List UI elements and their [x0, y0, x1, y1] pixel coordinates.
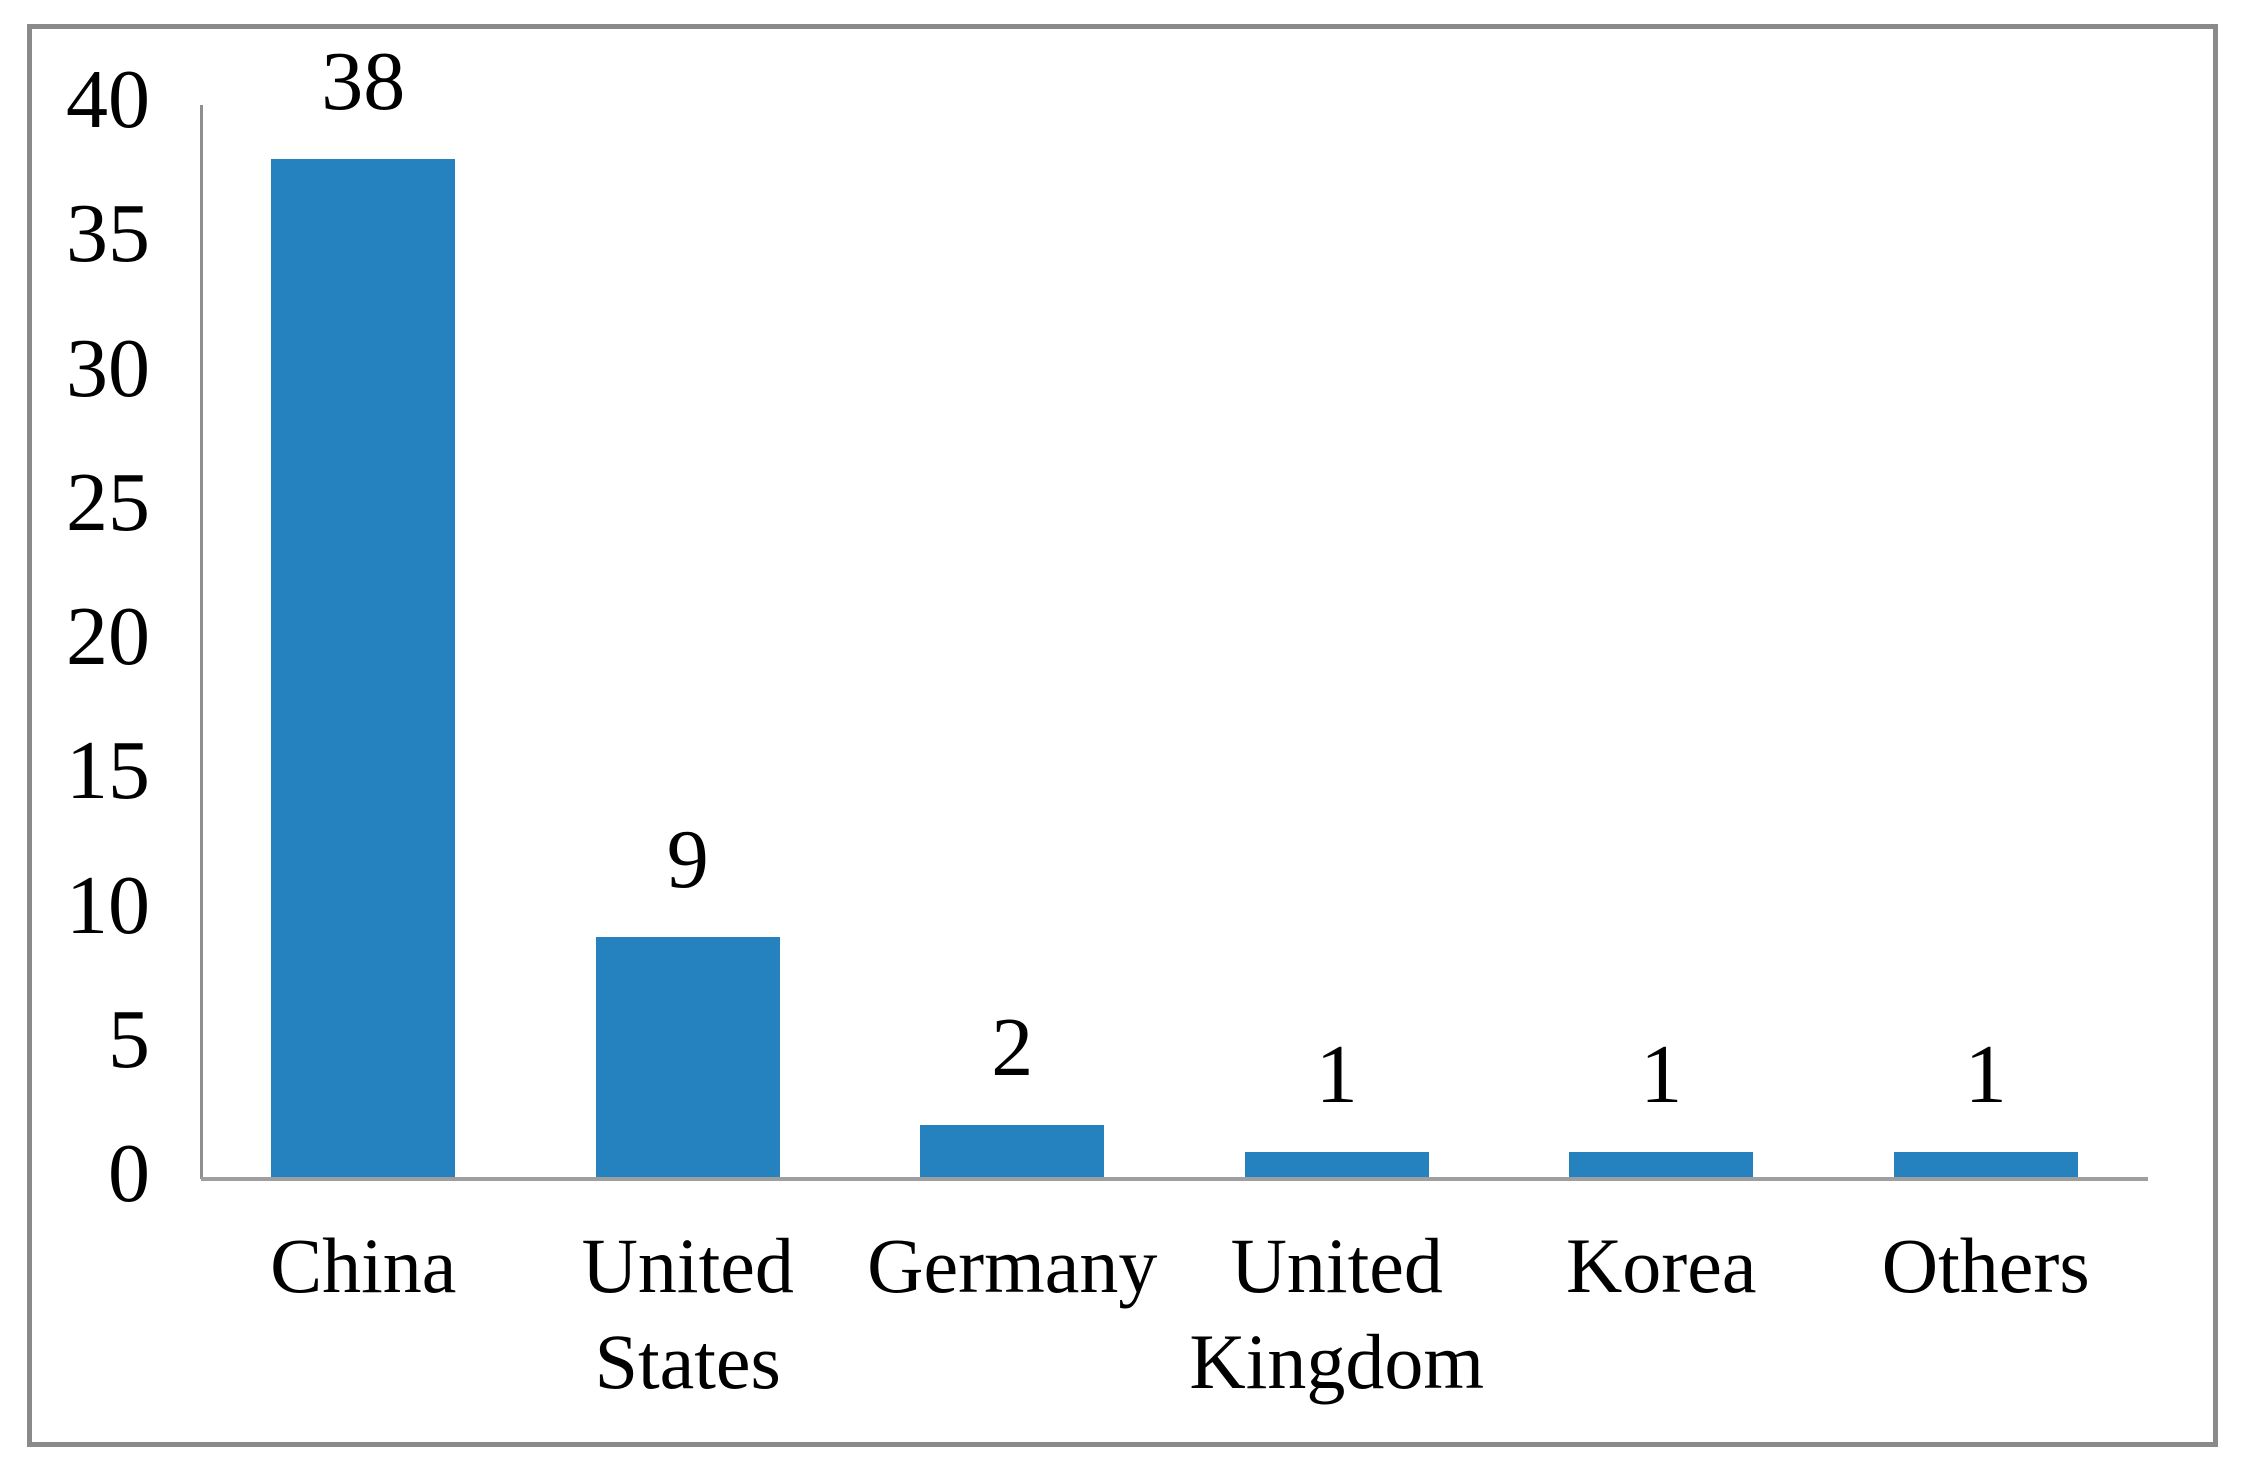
bar-value-label: 2: [991, 1001, 1034, 1095]
x-category-label: United States: [581, 1222, 794, 1405]
x-category-label: China: [270, 1222, 457, 1309]
y-tick-label: 30: [66, 321, 150, 415]
y-tick-label: 5: [108, 992, 150, 1086]
bar-united-states: [595, 937, 780, 1179]
bar-value-label: 38: [321, 34, 406, 128]
bar-value-label: 1: [1964, 1028, 2007, 1122]
y-tick-label: 40: [66, 53, 150, 146]
bar-china: [271, 158, 456, 1179]
x-category-label: Others: [1881, 1222, 2090, 1309]
y-tick-label: 0: [108, 1127, 150, 1220]
y-tick-label: 15: [66, 724, 150, 818]
bar-korea: [1569, 1152, 1754, 1179]
bar-others: [1893, 1152, 2078, 1179]
y-axis-line: [200, 105, 203, 1179]
x-category-label: Korea: [1565, 1222, 1757, 1309]
y-tick-label: 25: [66, 455, 150, 549]
x-category-label: United Kingdom: [1189, 1222, 1485, 1405]
y-tick-label: 35: [66, 187, 150, 281]
bar-germany: [920, 1125, 1105, 1179]
bar-value-label: 9: [666, 813, 709, 907]
y-tick-label: 10: [66, 858, 150, 952]
x-category-label: Germany: [867, 1222, 1158, 1309]
y-tick-label: 20: [66, 590, 150, 683]
bar-value-label: 1: [1640, 1028, 1683, 1122]
bar-value-label: 1: [1315, 1028, 1358, 1122]
bar-united-kingdom: [1244, 1152, 1429, 1179]
x-axis-line: [201, 1177, 2148, 1181]
